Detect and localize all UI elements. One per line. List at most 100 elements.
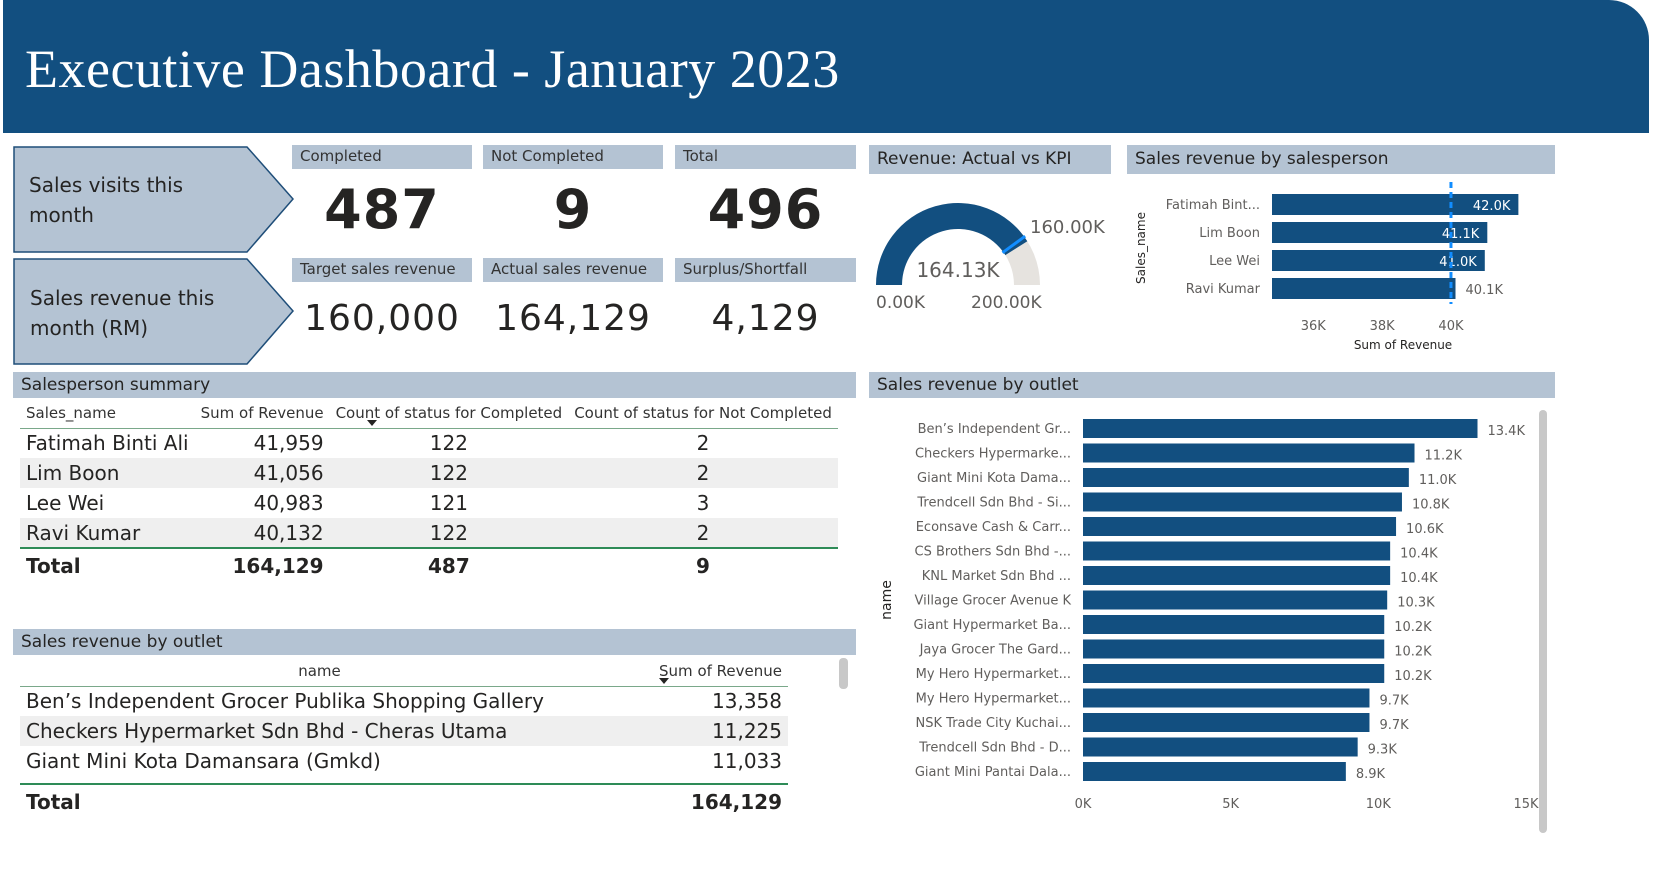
bar: [1083, 713, 1370, 732]
cell: Lim Boon: [20, 458, 195, 488]
bar: [1083, 419, 1478, 438]
bar: [1083, 737, 1358, 757]
cell: Lee Wei: [26, 491, 105, 515]
data-label: 10.2K: [1394, 669, 1432, 684]
salesperson-summary-table: Sales_name Sum of Revenue Count of statu…: [20, 398, 838, 582]
outlet-table-title: Sales revenue by outlet: [13, 629, 856, 655]
cell: Total: [20, 783, 654, 818]
col-sum-revenue[interactable]: Sum of Revenue: [195, 398, 377, 428]
actual-revenue-label: Actual sales revenue: [483, 258, 663, 282]
category-label: Checkers Hypermarke...: [915, 447, 1071, 462]
data-label: 10.3K: [1397, 596, 1435, 611]
col-outlet-revenue[interactable]: Sum of Revenue: [653, 656, 788, 686]
cell: 2: [696, 431, 710, 456]
dashboard-header: Executive Dashboard - January 2023: [3, 0, 1649, 133]
col-completed[interactable]: Count of status for Completed: [335, 403, 563, 422]
cell: 122: [329, 518, 569, 548]
x-axis-title: Sum of Revenue: [1354, 338, 1452, 352]
category-label: Giant Mini Kota Dama...: [917, 471, 1071, 486]
bar: [1272, 194, 1519, 215]
table-row[interactable]: Lee Wei 40,983 121 3: [20, 488, 838, 518]
outlet-chart-scrollbar[interactable]: [1539, 410, 1547, 833]
data-label: 9.3K: [1368, 743, 1398, 758]
cell: Total: [20, 547, 195, 582]
bar: [1083, 762, 1346, 781]
bar: [1083, 566, 1391, 585]
col-outlet-name[interactable]: name: [298, 661, 341, 680]
data-label: 10.6K: [1406, 522, 1444, 537]
not-completed-value: 9: [553, 178, 593, 241]
gauge-min-label: 0.00K: [876, 293, 926, 313]
total-visits-label: Total: [675, 145, 856, 169]
category-label: Village Grocer Avenue K: [915, 594, 1072, 609]
cell: 41,959: [253, 431, 324, 456]
table-row[interactable]: Checkers Hypermarket Sdn Bhd - Cheras Ut…: [20, 716, 788, 746]
bar: [1083, 468, 1409, 487]
table-row[interactable]: Lim Boon 41,056 122 2: [20, 458, 838, 488]
table-row[interactable]: Giant Mini Kota Damansara (Gmkd) 11,033: [20, 746, 788, 776]
cell: 3: [696, 491, 710, 515]
category-label: Lee Wei: [1209, 254, 1260, 269]
sort-desc-icon[interactable]: [659, 677, 670, 684]
bar: [1083, 541, 1391, 561]
x-tick-label: 40K: [1438, 319, 1464, 334]
data-label: 13.4K: [1488, 424, 1526, 439]
table-row[interactable]: Ben’s Independent Grocer Publika Shoppin…: [20, 686, 788, 716]
revenue-arrow-shape: [13, 258, 294, 365]
total-visits-value: 496: [707, 178, 824, 241]
salesperson-bar-chart: Fatimah Bint... 42.0K Lim Boon 41.1K Lee Wei…: [1134, 182, 1519, 352]
cell: 122: [429, 431, 468, 456]
cell: 40,132: [194, 518, 330, 548]
outlet-bar-chart: Ben’s Independent Gr... 13.4K Checkers Hyp…: [879, 419, 1539, 812]
revenue-gauge: 164.13K 160.00K 0.00K 200.00K: [876, 203, 1106, 313]
category-label: KNL Market Sdn Bhd ...: [922, 569, 1071, 584]
page-title: Executive Dashboard - January 2023: [25, 39, 840, 99]
category-label: Trendcell Sdn Bhd - D...: [918, 741, 1071, 756]
outlet-table-scrollbar[interactable]: [839, 658, 848, 689]
category-label: Trendcell Sdn Bhd - Si...: [916, 496, 1071, 511]
cell: 164,129: [653, 783, 788, 818]
x-tick-label: 0K: [1075, 797, 1092, 812]
category-label: Econsave Cash & Carr...: [916, 520, 1071, 535]
col-not-completed[interactable]: Count of status for Not Completed: [574, 403, 832, 422]
spacer: [653, 776, 788, 784]
cell: Fatimah Binti Ali: [26, 431, 189, 456]
salesperson-chart-title: Sales revenue by salesperson: [1127, 145, 1555, 174]
bar: [1083, 664, 1385, 683]
bar: [1083, 615, 1385, 634]
data-label: 9.7K: [1379, 718, 1409, 733]
cell: 487: [329, 547, 569, 582]
gauge-title: Revenue: Actual vs KPI: [869, 145, 1111, 174]
bar: [1083, 443, 1415, 463]
cell: 11,033: [712, 749, 782, 773]
outlet-chart-title: Sales revenue by outlet: [869, 372, 1555, 398]
gauge-max-label: 200.00K: [971, 293, 1042, 313]
x-tick-label: 10K: [1366, 797, 1392, 812]
bar: [1272, 222, 1488, 243]
data-label: 10.2K: [1394, 620, 1432, 635]
y-axis-title: name: [879, 580, 895, 620]
salesperson-summary-title: Salesperson summary: [13, 372, 856, 398]
category-label: NSK Trade City Kuchai...: [916, 716, 1071, 731]
col-sales-name[interactable]: Sales_name: [26, 403, 116, 422]
cell: 11,225: [653, 716, 788, 746]
category-label: Giant Mini Pantai Dala...: [915, 765, 1071, 780]
outlet-table: name Sum of Revenue Ben’s Independent Gr…: [20, 656, 788, 818]
cell: 2: [568, 458, 838, 488]
category-label: Jaya Grocer The Gard...: [919, 643, 1071, 658]
category-label: Ben’s Independent Gr...: [918, 422, 1071, 437]
table-row[interactable]: Fatimah Binti Ali 41,959 122 2: [20, 428, 838, 458]
gauge-target-marker: [1001, 235, 1027, 254]
x-tick-label: 38K: [1370, 319, 1396, 334]
cell: Ravi Kumar: [20, 518, 195, 548]
cell: Checkers Hypermarket Sdn Bhd - Cheras Ut…: [20, 716, 654, 746]
cell: Giant Mini Kota Damansara (Gmkd): [26, 749, 381, 773]
bar: [1272, 278, 1456, 299]
cell: 41,056: [194, 458, 330, 488]
table-row[interactable]: Ravi Kumar 40,132 122 2: [20, 518, 838, 548]
category-label: My Hero Hypermarket...: [916, 692, 1071, 707]
y-axis-title: Sales_name: [1134, 212, 1148, 284]
category-label: Giant Hypermarket Ba...: [913, 618, 1071, 633]
sort-desc-icon[interactable]: [366, 419, 377, 426]
cell: 2: [568, 518, 838, 548]
